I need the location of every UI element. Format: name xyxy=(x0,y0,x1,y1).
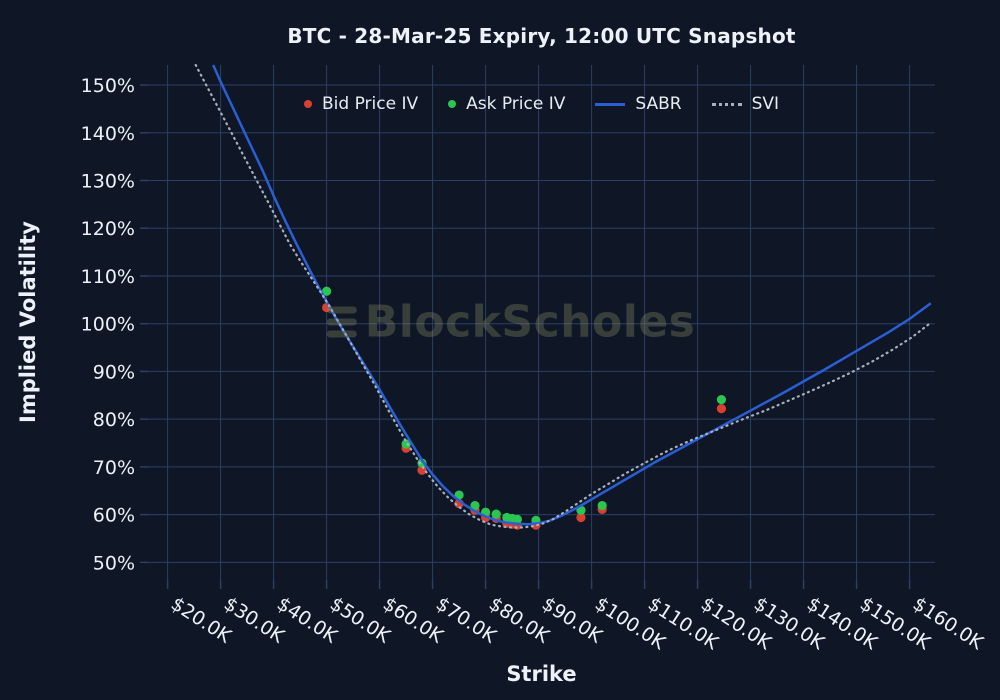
y-tick-label: 130% xyxy=(81,171,135,193)
y-tick-label: 150% xyxy=(81,75,135,97)
legend-item-sabr[interactable]: SABR xyxy=(595,94,682,114)
y-tick-label: 110% xyxy=(81,266,135,288)
x-tick-label: $50.0K xyxy=(326,593,395,648)
x-tick-label: $20.0K xyxy=(167,593,236,648)
x-tick-label: $40.0K xyxy=(273,593,342,648)
y-tick-label: 60% xyxy=(93,505,135,527)
legend-label-bid: Bid Price IV xyxy=(321,94,419,114)
ask-point[interactable] xyxy=(470,500,480,511)
chart-title: BTC - 28-Mar-25 Expiry, 12:00 UTC Snapsh… xyxy=(287,24,796,48)
ask-point[interactable] xyxy=(491,509,501,519)
ask-point[interactable] xyxy=(512,514,522,524)
y-tick-label: 70% xyxy=(93,457,135,479)
y-tick-label: 120% xyxy=(81,218,135,240)
y-tick-label: 50% xyxy=(93,552,135,574)
legend-label-svi: SVI xyxy=(751,94,780,114)
y-tick-label: 100% xyxy=(81,314,135,336)
bid-point[interactable] xyxy=(576,512,586,523)
svi-curve xyxy=(194,63,932,529)
y-axis-title: Implied Volatility xyxy=(16,221,40,423)
bid-dot-icon xyxy=(303,100,312,108)
x-tick-label: $30.0K xyxy=(220,593,289,648)
x-axis-title: Strike xyxy=(506,662,577,686)
legend-item-bid[interactable]: Bid Price IV xyxy=(303,94,419,114)
x-tick-label: $70.0K xyxy=(432,593,501,648)
ask-point[interactable] xyxy=(321,286,332,296)
ask-dot-icon xyxy=(448,100,457,108)
legend-item-ask[interactable]: Ask Price IV xyxy=(448,94,565,114)
bid-point[interactable] xyxy=(716,404,727,414)
ask-point[interactable] xyxy=(401,439,411,449)
x-tick-label: $90.0K xyxy=(538,593,607,648)
x-tick-label: $80.0K xyxy=(485,593,554,648)
ask-point[interactable] xyxy=(716,394,727,405)
sabr-curve xyxy=(212,64,932,526)
y-tick-label: 90% xyxy=(93,361,135,383)
y-tick-label: 80% xyxy=(93,409,135,431)
legend: Bid Price IV Ask Price IV SABR SVI xyxy=(148,94,935,114)
sabr-line-icon xyxy=(595,102,626,106)
y-tick-label: 140% xyxy=(81,123,135,145)
svi-dotted-line-icon xyxy=(711,102,742,106)
legend-label-ask: Ask Price IV xyxy=(466,94,566,114)
x-tick-label: $60.0K xyxy=(379,593,448,648)
ask-point[interactable] xyxy=(597,500,607,511)
legend-label-sabr: SABR xyxy=(635,94,682,114)
legend-item-svi[interactable]: SVI xyxy=(711,94,780,114)
